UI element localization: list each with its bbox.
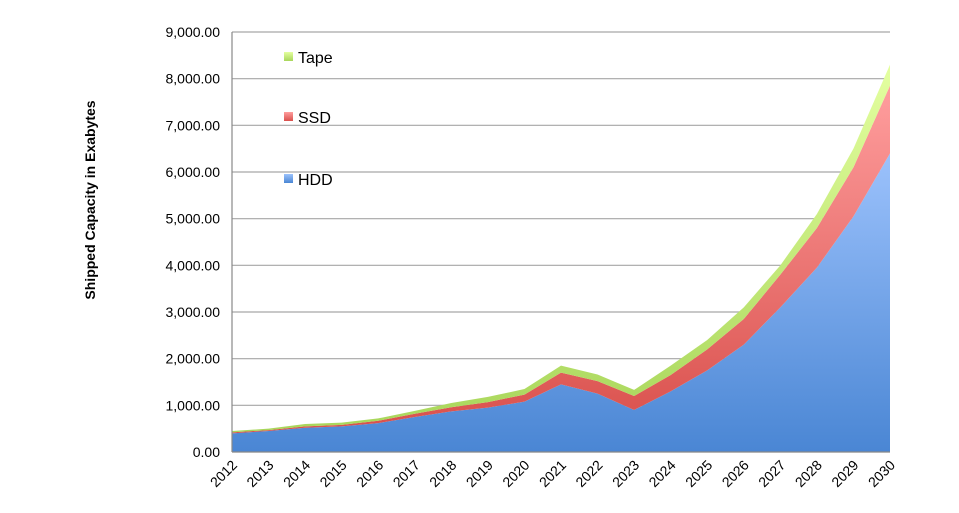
legend: Tape SSD HDD <box>284 50 333 189</box>
x-tick-label: 2016 <box>353 457 386 490</box>
x-tick-label: 2015 <box>316 457 349 490</box>
x-tick-labels: 2012 2013 2014 2015 2016 2017 2018 2019 2020 2021… <box>207 457 898 490</box>
x-tick-label: 2012 <box>207 457 240 490</box>
x-tick-label: 2013 <box>243 457 276 490</box>
x-tick-label: 2029 <box>828 457 861 490</box>
y-tick-label: 7,000.00 <box>166 117 221 133</box>
gridlines <box>232 31 890 406</box>
y-tick-labels: 0.00 1,000.00 2,000.00 3,000.00 4,000.00 5,00… <box>166 24 221 460</box>
y-tick-label: 3,000.00 <box>166 304 221 320</box>
legend-label-hdd: HDD <box>298 172 333 189</box>
x-tick-label: 2020 <box>499 457 532 490</box>
y-tick-label: 6,000.00 <box>166 164 221 180</box>
x-tick-label: 2023 <box>609 457 642 490</box>
y-tick-label: 2,000.00 <box>166 351 221 367</box>
y-tick-label: 4,000.00 <box>166 257 221 273</box>
x-tick-label: 2026 <box>719 457 752 490</box>
legend-swatch-hdd <box>284 174 293 183</box>
x-tick-label: 2030 <box>865 457 898 490</box>
x-tick-label: 2021 <box>536 457 569 490</box>
legend-label-tape: Tape <box>298 50 333 67</box>
x-tick-label: 2018 <box>426 457 459 490</box>
y-tick-label: 5,000.00 <box>166 211 221 227</box>
legend-swatch-tape <box>284 52 293 61</box>
x-tick-label: 2028 <box>792 457 825 490</box>
x-tick-label: 2024 <box>645 457 678 490</box>
series-areas <box>232 64 890 453</box>
x-tick-label: 2014 <box>280 457 313 490</box>
y-tick-label: 9,000.00 <box>166 24 221 40</box>
y-axis-title: Shipped Capacity in Exabytes <box>82 100 98 299</box>
y-tick-label: 8,000.00 <box>166 71 221 87</box>
y-tick-label: 0.00 <box>193 444 220 460</box>
y-tick-label: 1,000.00 <box>166 397 221 413</box>
axes <box>231 32 890 453</box>
x-tick-label: 2025 <box>682 457 715 490</box>
x-tick-label: 2017 <box>390 457 423 490</box>
legend-swatch-ssd <box>284 112 293 121</box>
legend-label-ssd: SSD <box>298 110 331 127</box>
area-hdd <box>232 153 890 453</box>
x-tick-label: 2019 <box>463 457 496 490</box>
area-ssd <box>232 85 890 434</box>
x-tick-label: 2027 <box>755 457 788 490</box>
x-tick-label: 2022 <box>572 457 605 490</box>
